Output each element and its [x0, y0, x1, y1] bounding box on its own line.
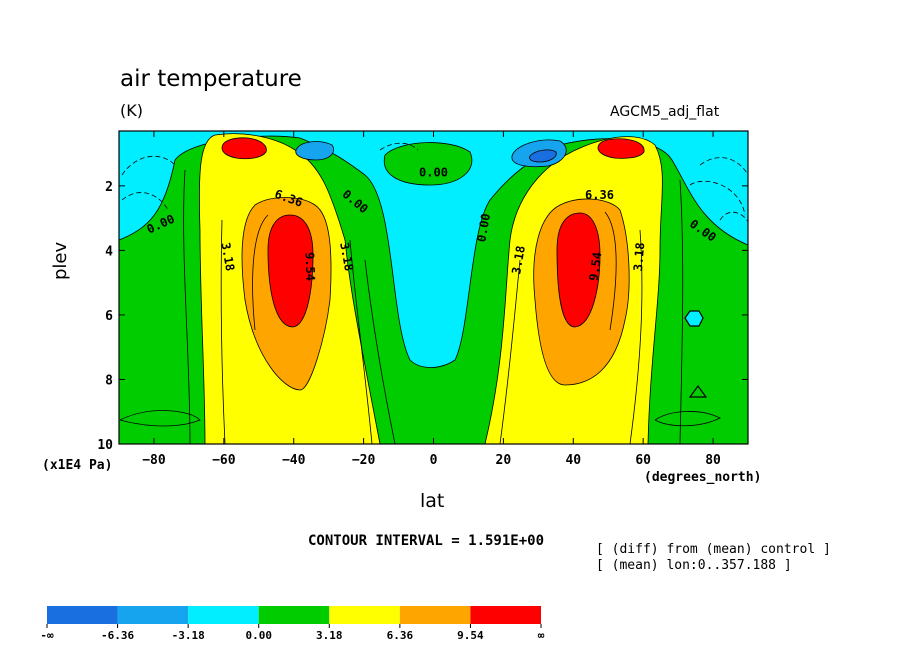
legend-label: ∞	[538, 629, 545, 642]
x-axis: −80 −60 −40 −20 0 20 40 60 80	[142, 131, 721, 468]
note-diff: [ (diff) from (mean) control ]	[596, 542, 831, 557]
y-tick-label: 10	[97, 438, 113, 453]
x-tick-label: 60	[635, 453, 651, 468]
legend-label: -6.36	[101, 629, 134, 642]
x-tick-label: −20	[352, 453, 376, 468]
legend-label: 9.54	[457, 629, 484, 642]
legend-label: -3.18	[172, 629, 205, 642]
note-mean: [ (mean) lon:0..357.188 ]	[596, 558, 792, 573]
legend-swatch	[399, 606, 471, 624]
legend-swatch	[470, 606, 541, 624]
y-tick-label: 8	[105, 373, 113, 388]
x-axis-label: lat	[420, 490, 445, 512]
legend-swatch	[329, 606, 400, 624]
contour-label: 9.54	[587, 251, 605, 282]
legend-swatch	[188, 606, 259, 624]
x-tick-label: 80	[705, 453, 721, 468]
legend-swatch	[47, 606, 118, 624]
contour-label: 3.18	[631, 242, 647, 272]
x-tick-label: 20	[496, 453, 512, 468]
y-tick-label: 4	[105, 244, 113, 259]
legend-label: 6.36	[387, 629, 414, 642]
x-tick-label: −60	[212, 453, 236, 468]
contour-label: 0.00	[474, 212, 493, 243]
x-tick-label: −80	[142, 453, 166, 468]
y-axis-units: (x1E4 Pa)	[42, 458, 113, 473]
contour-field	[119, 131, 748, 444]
y-tick-label: 6	[105, 309, 113, 324]
legend-swatch	[117, 606, 189, 624]
legend-label: -∞	[40, 629, 54, 642]
x-tick-label: 40	[565, 453, 581, 468]
contour-label: 9.54	[302, 252, 317, 281]
contour-label: 3.18	[337, 241, 356, 272]
y-tick-label: 2	[105, 180, 113, 195]
contour-label: 6.36	[585, 188, 614, 202]
contour-interval: CONTOUR INTERVAL = 1.591E+00	[308, 533, 545, 549]
units-label: (K)	[120, 101, 143, 120]
dataset-label: AGCM5_adj_flat	[610, 104, 720, 120]
contour-label: 3.18	[218, 241, 237, 272]
chart-title: air temperature	[120, 66, 302, 92]
contour-label: 0.00	[419, 165, 448, 179]
x-axis-units: (degrees_north)	[644, 470, 762, 485]
x-tick-label: −40	[282, 453, 306, 468]
y-axis: 2 4 6 8 10	[97, 180, 748, 453]
legend-swatch	[258, 606, 330, 624]
color-legend: -∞ -6.36 -3.18 0.00 3.18 6.36 9.54 ∞	[40, 606, 545, 642]
x-tick-label: 0	[430, 453, 438, 468]
contour-label: 3.18	[509, 245, 528, 276]
y-axis-label: plev	[50, 241, 71, 280]
legend-label: 0.00	[245, 629, 272, 642]
legend-label: 3.18	[316, 629, 343, 642]
